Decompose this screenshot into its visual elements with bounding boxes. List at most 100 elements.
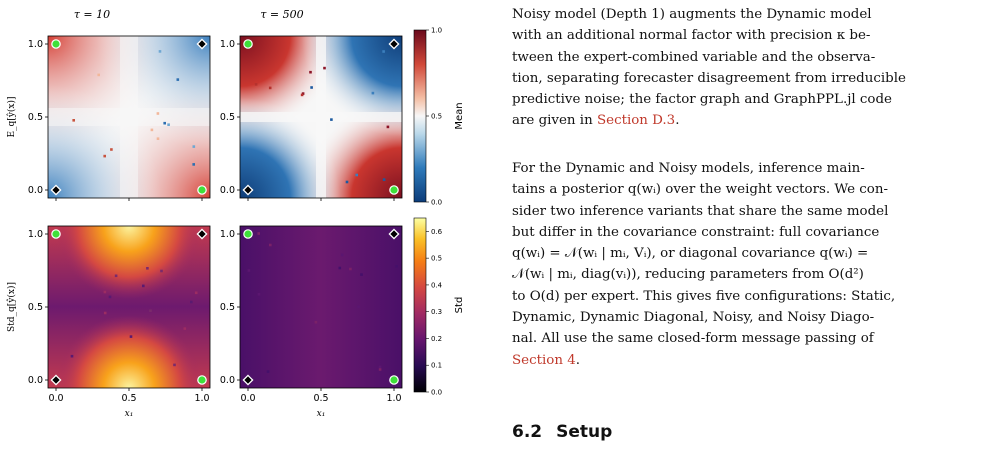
green-circle-marker xyxy=(243,39,253,49)
sample-square xyxy=(314,320,318,324)
y-label-std: Std_q[ŷ(x)] xyxy=(6,282,17,332)
green-circle-marker xyxy=(389,185,399,195)
sample-square xyxy=(309,70,312,74)
sample-square xyxy=(194,291,198,295)
section-d3-link[interactable]: Section D.3 xyxy=(596,113,676,129)
sample-square xyxy=(142,284,145,288)
para1-line: tween the expert-combined variable and t… xyxy=(512,49,876,65)
sample-square xyxy=(371,91,375,95)
colorbar-tick-label: 0.6 xyxy=(431,228,443,236)
sample-square xyxy=(269,243,272,247)
sample-square xyxy=(173,363,176,367)
colorbar-tick-label: 0.2 xyxy=(431,335,442,343)
para1-line: predictive noise; the factor graph and G… xyxy=(512,92,892,108)
colorbar-std: Std xyxy=(413,217,465,393)
sample-square xyxy=(72,119,75,122)
sample-square xyxy=(156,137,160,140)
section-heading: 6.2 Setup xyxy=(512,422,626,442)
y-tick-label: 0.0 xyxy=(28,185,43,196)
para2-line: tains a posterior q(wᵢ) over the weight … xyxy=(512,182,888,198)
x-label-right: x₁ xyxy=(317,409,326,419)
para2-line: Dynamic, Dynamic Diagonal, Noisy, and No… xyxy=(512,310,875,326)
column-title-tau10: τ = 10 xyxy=(74,8,110,21)
sample-square xyxy=(146,267,149,270)
sample-square xyxy=(129,335,133,338)
paragraph-inference-variants: For the Dynamic and Noisy models, infere… xyxy=(512,158,992,371)
green-circle-marker xyxy=(243,229,253,239)
sample-square xyxy=(190,300,193,304)
colorbar-std-label: Std xyxy=(454,297,465,314)
heatmap-std-tau500 xyxy=(240,226,402,388)
sample-square xyxy=(158,50,162,53)
sample-square xyxy=(103,290,107,294)
para2-line: but differ in the covariance constraint:… xyxy=(512,224,880,240)
sample-points xyxy=(54,50,398,373)
colorbar-tick-label: 0.5 xyxy=(431,113,442,121)
sample-square xyxy=(192,145,196,148)
sample-square xyxy=(103,311,107,315)
sample-square xyxy=(349,267,352,271)
sample-square xyxy=(386,125,390,129)
para1-line: with an additional normal factor with pr… xyxy=(512,28,871,44)
sample-square xyxy=(247,269,251,272)
colorbar-tick-label: 0.4 xyxy=(431,281,443,289)
para1-line: tion, separating forecaster disagreement… xyxy=(512,70,906,86)
x-tick-label: 0.0 xyxy=(240,393,255,404)
sample-square xyxy=(97,73,100,77)
y-tick-label: 1.0 xyxy=(28,39,43,50)
colorbar-tick-label: 0.0 xyxy=(431,199,442,207)
para2-line: 𝒩(wᵢ | mᵢ, diag(vᵢ)), reducing parameter… xyxy=(512,267,864,283)
y-tick-label: 0.5 xyxy=(220,112,235,123)
y-tick-label: 1.0 xyxy=(220,39,235,50)
y-tick-label: 1.0 xyxy=(28,229,43,240)
sample-square xyxy=(54,180,57,183)
sample-square xyxy=(300,93,304,97)
green-circle-marker xyxy=(197,375,207,385)
sample-square xyxy=(323,66,326,70)
sample-square xyxy=(355,173,358,177)
colorbar-tick-label: 0.0 xyxy=(431,389,442,397)
sample-square xyxy=(160,269,163,273)
section-number: 6.2 xyxy=(512,422,543,442)
diamond-marker xyxy=(388,38,400,50)
green-circle-marker xyxy=(197,185,207,195)
sample-square xyxy=(150,128,154,132)
diamond-marker xyxy=(196,38,208,50)
sample-square xyxy=(330,118,333,121)
heatmap-mean-tau10 xyxy=(48,36,210,198)
sample-square xyxy=(382,50,385,53)
x-tick-label: 1.0 xyxy=(194,393,209,404)
x-tick-label: 1.0 xyxy=(386,393,401,404)
sample-square xyxy=(114,274,118,278)
y-tick-label: 0.5 xyxy=(28,302,43,313)
sample-square xyxy=(360,273,363,276)
sample-square xyxy=(395,265,398,268)
para2-line: nal. All use the same closed-form messag… xyxy=(512,331,874,347)
x-tick-label: 0.5 xyxy=(121,393,136,404)
para2-line: q(wᵢ) = 𝒩(wᵢ | mᵢ, Vᵢ), or diagonal cova… xyxy=(512,246,869,262)
y-tick-label: 1.0 xyxy=(220,229,235,240)
sample-square xyxy=(340,253,344,257)
sample-square xyxy=(149,309,152,312)
y-tick-label: 0.0 xyxy=(220,185,235,196)
para1-line: are given in xyxy=(512,113,597,129)
para1-end: . xyxy=(675,113,680,129)
sample-square xyxy=(183,327,187,330)
colorbar-mean-label: Mean xyxy=(454,102,465,129)
para2-line: sider two inference variants that share … xyxy=(512,203,889,219)
section-4-link[interactable]: Section 4 xyxy=(512,352,576,368)
colorbar-tick-label: 0.3 xyxy=(431,308,442,316)
heatmap-std-tau10 xyxy=(48,226,210,388)
diamond-marker xyxy=(50,184,62,196)
heatmap-mean-tau500 xyxy=(240,36,402,198)
green-circle-marker xyxy=(389,375,399,385)
x-tick-label: 0.0 xyxy=(48,393,63,404)
sample-square xyxy=(357,305,360,308)
sample-square xyxy=(257,293,261,296)
sample-square xyxy=(156,112,160,115)
sample-square xyxy=(176,78,180,81)
para2-line: to O(d) per expert. This gives five conf… xyxy=(512,288,896,304)
para1-line: Noisy model (Depth 1) augments the Dynam… xyxy=(512,7,872,22)
y-tick-label: 0.5 xyxy=(28,112,43,123)
sample-square xyxy=(163,121,166,125)
